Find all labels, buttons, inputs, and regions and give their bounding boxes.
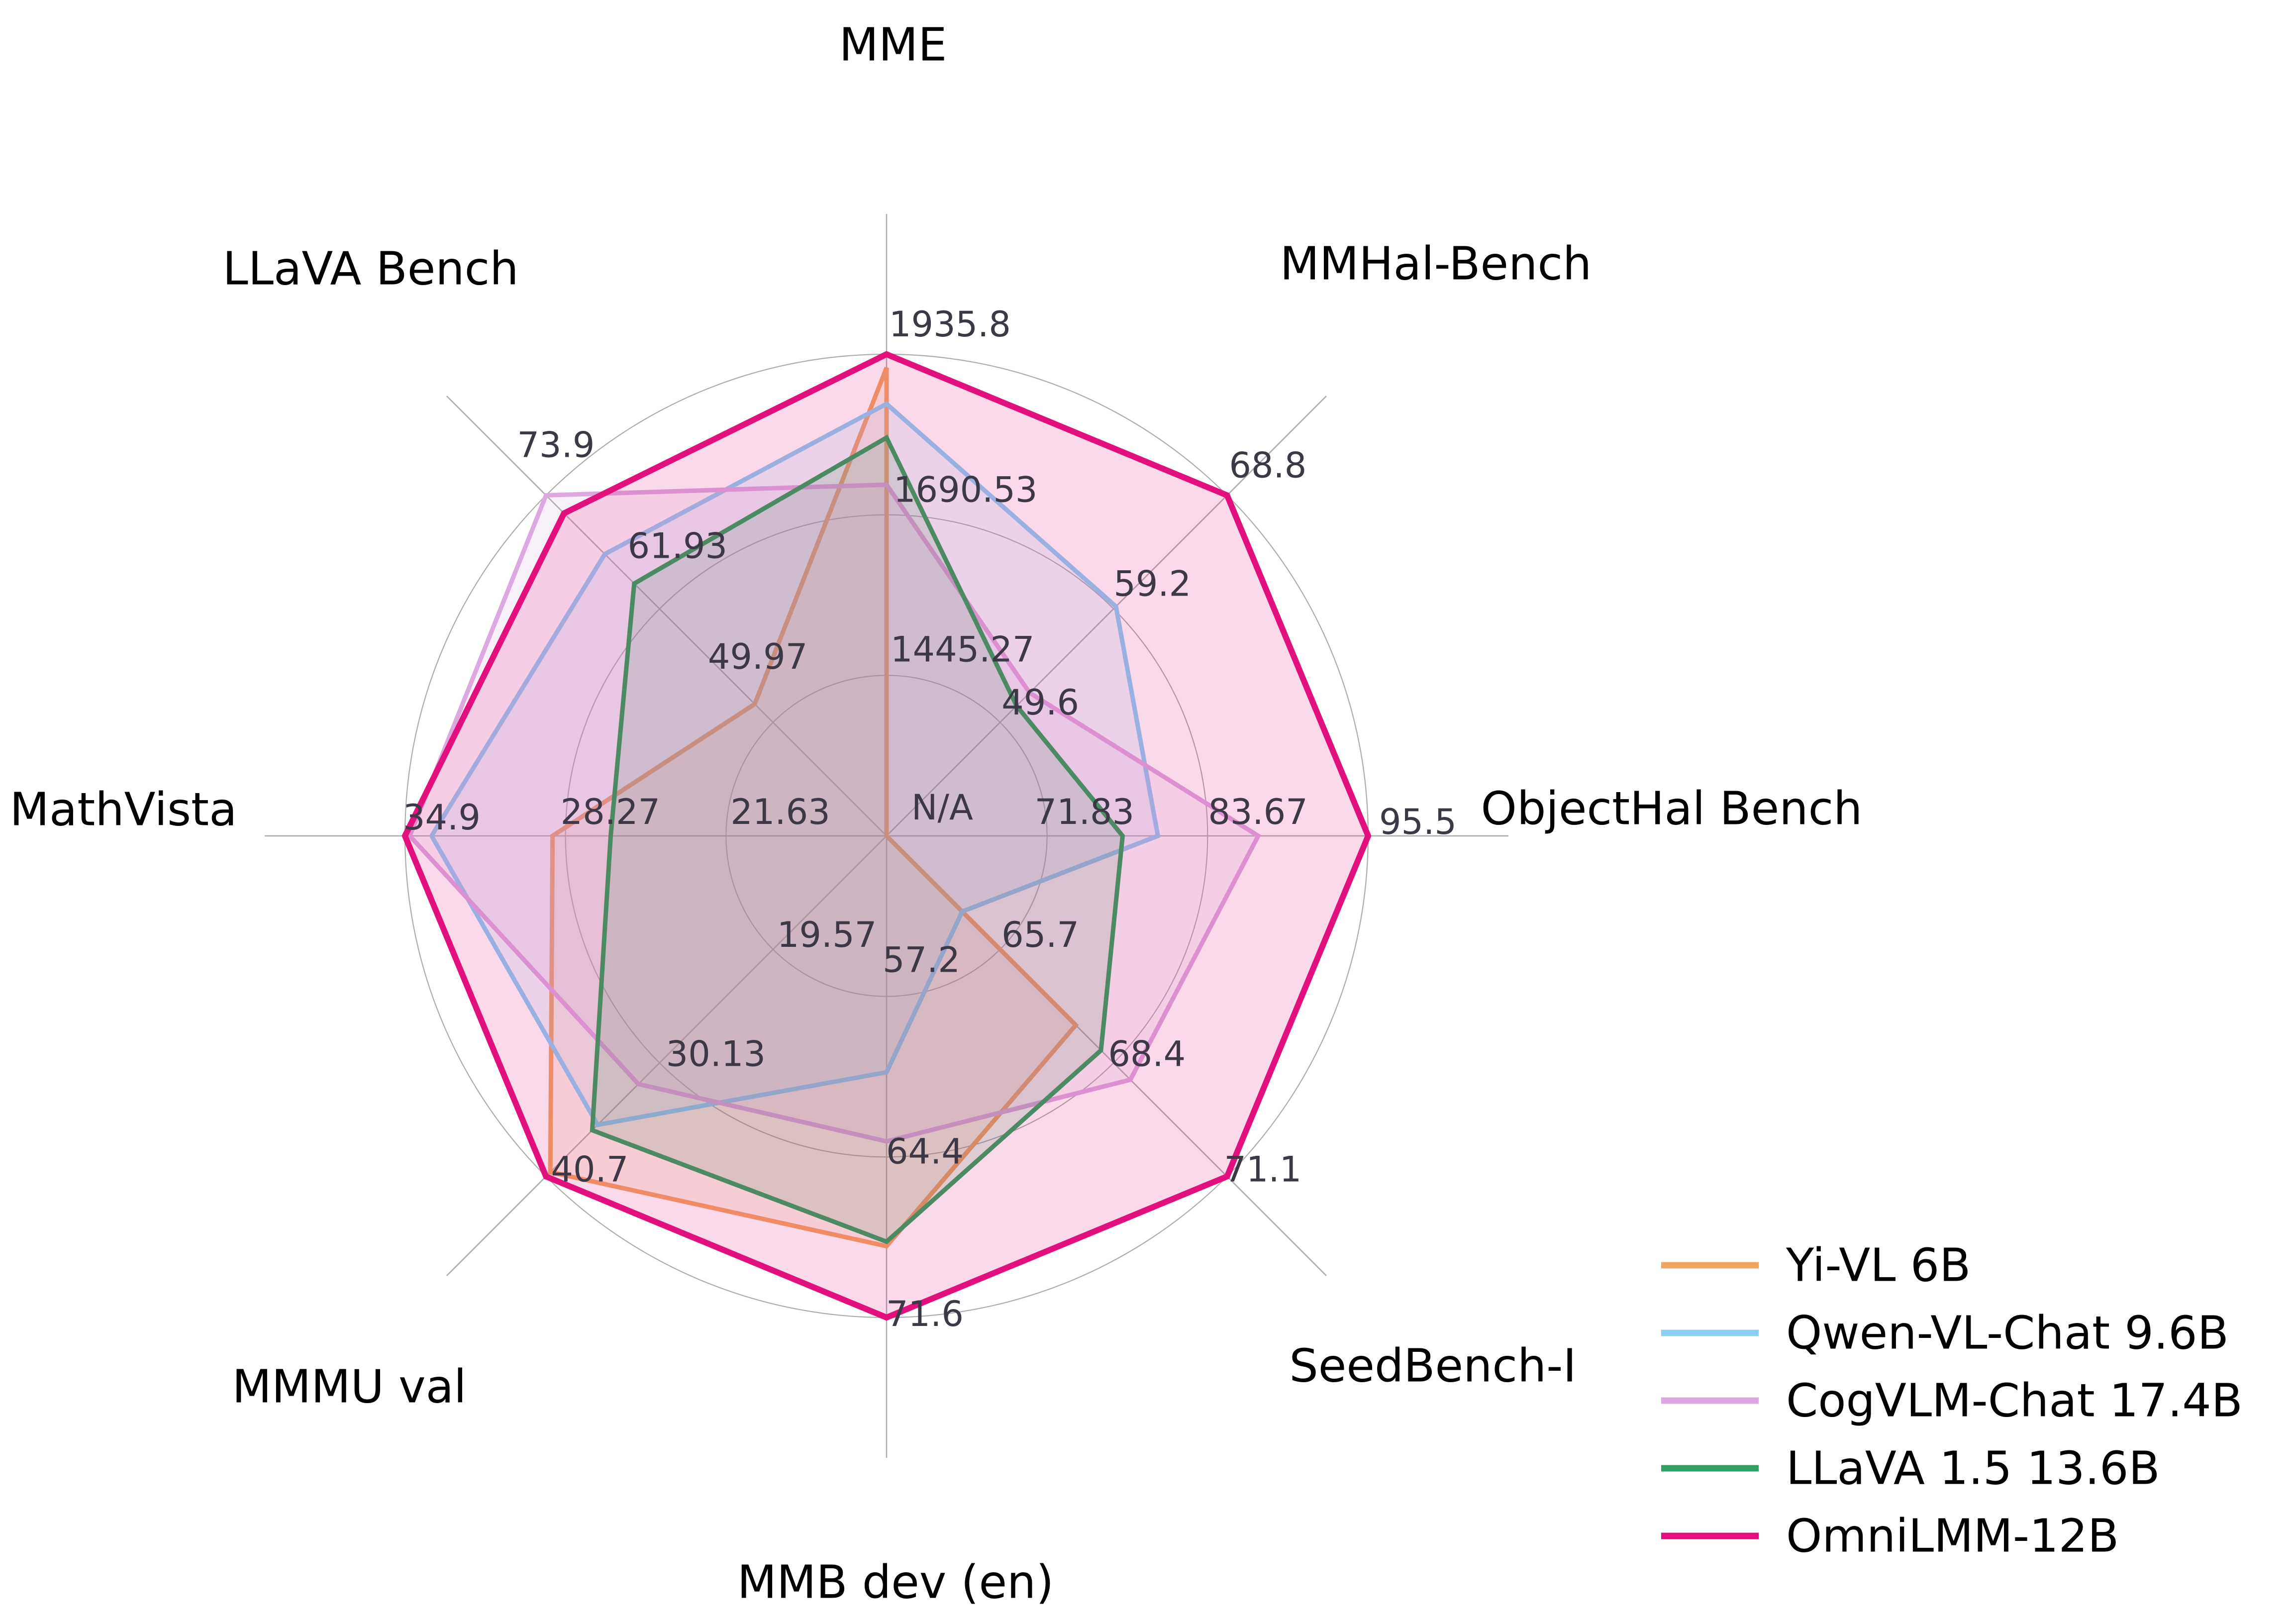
- axis-title: SeedBench-I: [1289, 1339, 1576, 1393]
- tick-label: 68.8: [1229, 445, 1306, 486]
- series-CogVLM-Chat-17-4B: [407, 482, 1262, 1144]
- legend-label: LLaVA 1.5 13.6B: [1786, 1442, 2160, 1495]
- series-Yi-VL-6B: [548, 367, 1079, 1249]
- series-LLaVA-1-5-13-6B: [590, 434, 1125, 1244]
- axis-title: MathVista: [10, 783, 237, 836]
- tick-label: 1935.8: [889, 304, 1011, 345]
- tick-label: 73.9: [517, 425, 595, 466]
- legend-label: Yi-VL 6B: [1786, 1239, 1971, 1292]
- series-polygon: [401, 351, 1372, 1321]
- tick-label: 49.97: [708, 636, 807, 677]
- tick-label: 71.83: [1035, 792, 1134, 832]
- tick-label: 71.6: [886, 1294, 964, 1334]
- series-Qwen-VL-Chat-9-6B: [429, 401, 1161, 1127]
- series-polygon: [548, 367, 1079, 1249]
- legend-item: LLaVA 1.5 13.6B: [1661, 1442, 2160, 1495]
- center-na-label: N/A: [911, 787, 973, 828]
- tick-label: 68.4: [1108, 1033, 1186, 1074]
- axis-title: LLaVA Bench: [222, 242, 518, 296]
- tick-label: 59.2: [1113, 564, 1191, 605]
- axis-title: MMB dev (en): [737, 1556, 1054, 1609]
- legend-label: CogVLM-Chat 17.4B: [1786, 1374, 2243, 1427]
- tick-label: 40.7: [551, 1149, 629, 1190]
- axis-title: MMMU val: [232, 1360, 466, 1414]
- axis-title: MME: [839, 18, 947, 72]
- tick-label: 65.7: [1001, 914, 1079, 955]
- axis-title: MMHal-Bench: [1280, 237, 1592, 291]
- tick-label: 71.1: [1224, 1149, 1301, 1190]
- legend: Yi-VL 6B Qwen-VL-Chat 9.6B CogVLM-Chat 17.…: [1661, 1239, 2243, 1563]
- tick-label: 21.63: [730, 792, 830, 832]
- legend-item: OmniLMM-12B: [1661, 1510, 2119, 1563]
- tick-label: 61.93: [628, 526, 727, 567]
- tick-label: 34.9: [403, 797, 481, 838]
- legend-label: Qwen-VL-Chat 9.6B: [1786, 1307, 2229, 1360]
- series-polygon: [407, 482, 1262, 1144]
- tick-label: 1445.27: [891, 629, 1034, 670]
- tick-label: 57.2: [883, 940, 960, 981]
- legend-item: CogVLM-Chat 17.4B: [1661, 1374, 2243, 1427]
- tick-label: 64.4: [886, 1131, 964, 1172]
- tick-label: 83.67: [1208, 792, 1307, 832]
- series-polygon: [590, 434, 1125, 1244]
- tick-label: 49.6: [1001, 682, 1079, 723]
- legend-item: Qwen-VL-Chat 9.6B: [1661, 1307, 2229, 1360]
- tick-label: 95.5: [1379, 802, 1457, 842]
- tick-label: 28.27: [561, 792, 660, 832]
- series-OmniLMM-12B: [401, 351, 1372, 1321]
- legend-label: OmniLMM-12B: [1786, 1510, 2119, 1563]
- axis-title: ObjectHal Bench: [1481, 782, 1863, 835]
- tick-label: 1690.53: [894, 470, 1037, 510]
- series-polygon: [429, 401, 1161, 1127]
- tick-label: 30.13: [666, 1033, 766, 1074]
- tick-label: 19.57: [777, 914, 877, 955]
- legend-item: Yi-VL 6B: [1661, 1239, 1971, 1292]
